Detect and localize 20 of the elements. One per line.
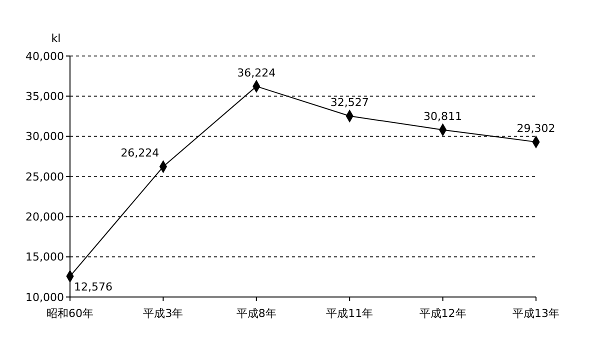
x-tick-label: 昭和60年 xyxy=(46,307,94,320)
y-axis-title: kl xyxy=(51,32,61,45)
x-tick-label: 平成11年 xyxy=(326,307,374,320)
text: 29,302 xyxy=(516,122,556,135)
y-tick-label: 25,000 xyxy=(26,170,64,184)
x-tick-label: 平成3年 xyxy=(143,307,184,320)
text: 36,224 xyxy=(237,66,276,80)
y-tick-label: 40,000 xyxy=(26,50,64,63)
x-tick-label: 平成8年 xyxy=(236,307,276,320)
y-tick-label: 20,000 xyxy=(26,210,64,224)
x-tick-label: 平成13年 xyxy=(512,307,560,320)
y-tick-label: 10,000 xyxy=(26,290,64,304)
y-tick-label: 15,000 xyxy=(26,250,64,264)
text: 26,224 xyxy=(120,146,160,160)
x-tick-label: 平成12年 xyxy=(419,307,466,320)
text: 12,576 xyxy=(74,280,112,294)
text: 30,811 xyxy=(424,110,462,123)
text: 32,527 xyxy=(330,96,369,110)
y-tick-label: 35,000 xyxy=(26,90,64,104)
y-tick-label: 30,000 xyxy=(26,130,64,144)
